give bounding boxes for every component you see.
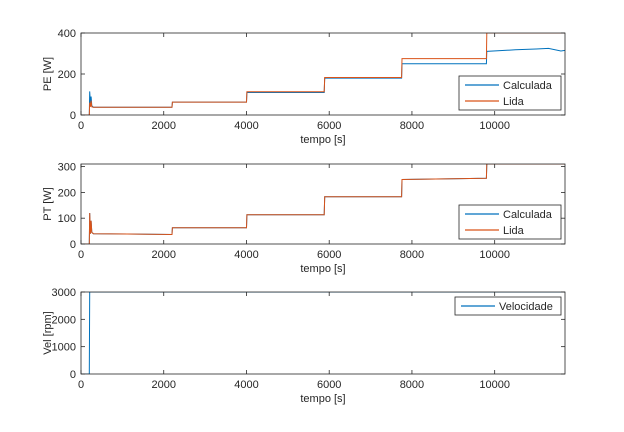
legend: Velocidade [454,296,562,316]
legend-entry: Calculada [503,80,553,92]
x-axis-label: tempo [s] [300,263,345,275]
x-tick-label: 10000 [479,249,510,261]
x-tick-label: 8000 [400,249,424,261]
series-line-lida [81,164,565,244]
chart-power-total: 0 2000 4000 6000 8000 10000 0 100 200 300 tempo [s… [42,162,566,275]
y-tick-label: 300 [58,162,76,174]
legend-entry: Calculada [503,209,553,221]
x-tick-label: 8000 [400,379,424,391]
y-tick-label: 1000 [52,342,76,354]
chart-velocity: 0 2000 4000 6000 8000 10000 0 1000 2000 3000 tempo… [42,287,566,405]
series-line-lida [81,33,565,115]
x-tick-label: 4000 [234,249,258,261]
y-tick-label: 0 [70,369,76,381]
x-axis-label: tempo [s] [300,134,345,146]
x-tick-label: 2000 [151,379,175,391]
y-tick-label: 2000 [52,314,76,326]
x-tick-label: 6000 [317,379,341,391]
y-tick-label: 200 [58,187,76,199]
x-tick-label: 0 [78,120,84,132]
x-tick-label: 2000 [151,249,175,261]
legend-box [458,75,562,111]
x-tick-label: 4000 [234,379,258,391]
chart-power-electric: 0 2000 4000 6000 8000 10000 0 200 400 tempo [s] PE… [42,28,566,146]
legend: Calculada Lida [458,204,562,240]
y-axis-label: PT [W] [42,187,54,220]
legend-box [458,204,562,240]
legend: Calculada Lida [458,75,562,111]
y-tick-label: 400 [58,28,76,40]
x-tick-label: 6000 [317,120,341,132]
legend-entry: Lida [503,96,525,108]
y-tick-label: 3000 [52,287,76,299]
y-tick-label: 100 [58,213,76,225]
x-tick-label: 8000 [400,120,424,132]
x-tick-label: 4000 [234,120,258,132]
x-axis-label: tempo [s] [300,393,345,405]
x-tick-label: 2000 [151,120,175,132]
y-tick-label: 0 [70,110,76,122]
x-tick-label: 0 [78,379,84,391]
x-tick-label: 0 [78,249,84,261]
y-axis-label: PE [W] [42,57,54,91]
y-tick-label: 0 [70,239,76,251]
legend-box [454,296,562,316]
series-line-velocidade [81,292,565,374]
x-tick-label: 10000 [479,379,510,391]
axes-frame [80,291,566,375]
y-tick-label: 200 [58,69,76,81]
axes-frame [80,163,566,245]
x-tick-label: 10000 [479,120,510,132]
y-axis-label: Vel [rpm] [42,311,54,354]
legend-entry: Lida [503,225,525,237]
legend-entry: Velocidade [499,301,553,313]
x-tick-label: 6000 [317,249,341,261]
